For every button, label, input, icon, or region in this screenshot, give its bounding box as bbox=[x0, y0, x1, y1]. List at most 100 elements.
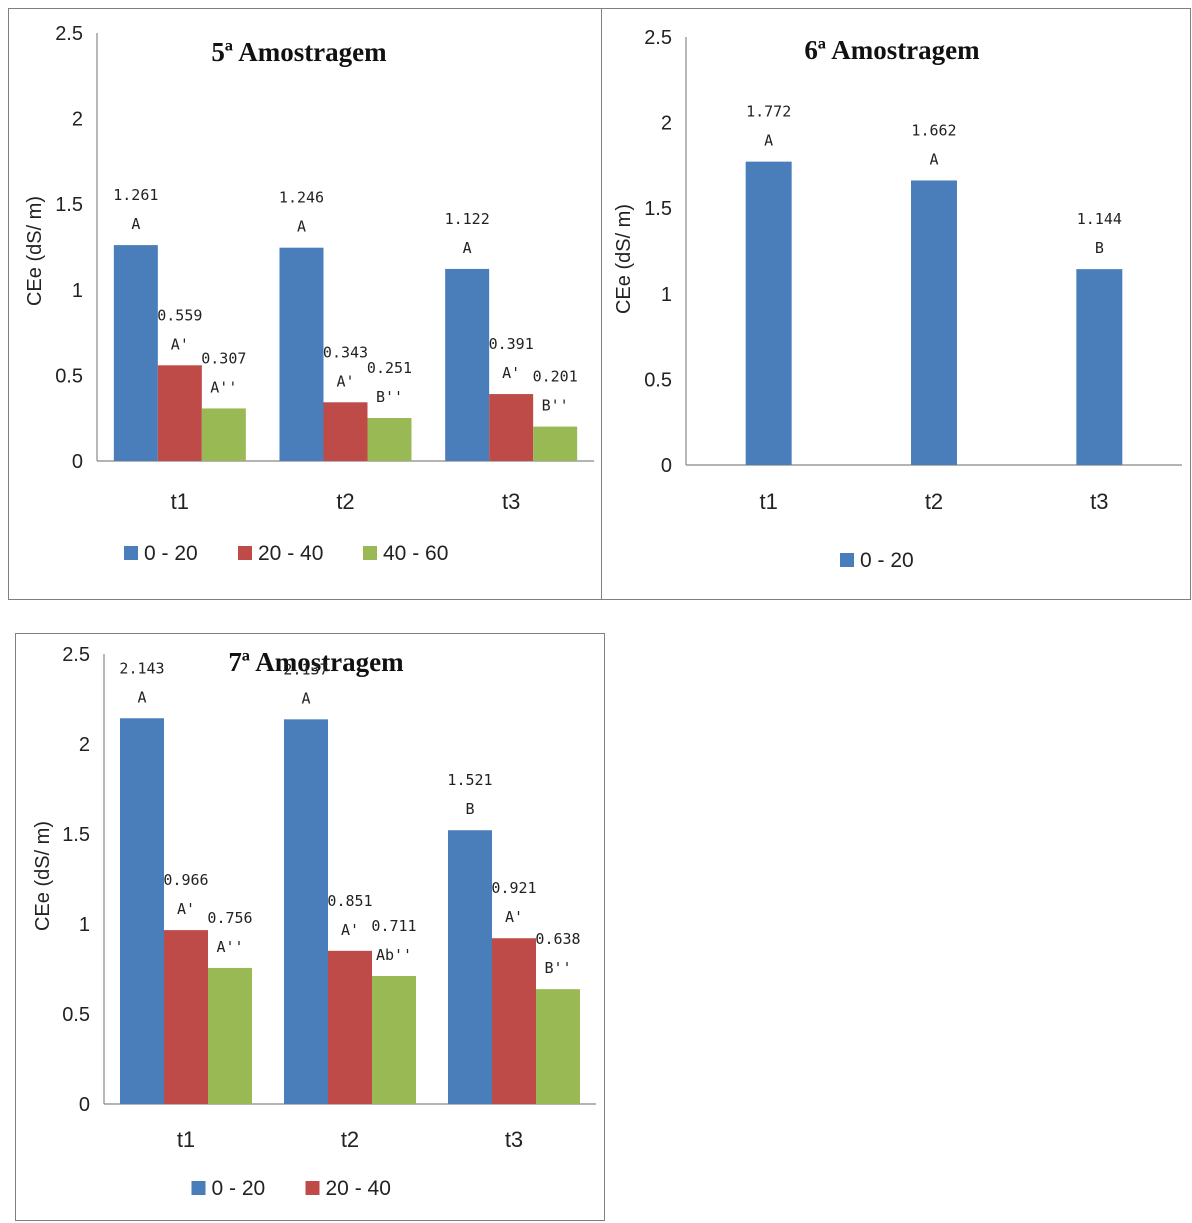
chart-panel-7: 7ª Amostragem CEe (dS/ m) 0 0.5 1 1.5 2 2.5 t1 t2… bbox=[15, 633, 605, 1221]
bar-0-20-t3 bbox=[445, 268, 490, 461]
chart-panel-5: 5ª Amostragem CEe (dS/ m) 0 0.5 1 1.5 2 2.5 t1 t2… bbox=[8, 8, 602, 600]
x-category-label: t3 bbox=[505, 1127, 523, 1152]
legend-label: 0 - 20 bbox=[860, 549, 914, 572]
chart-7-svg: 7ª Amostragem CEe (dS/ m) 0 0.5 1 1.5 2 2.5 t1 t2… bbox=[32, 644, 596, 1200]
data-label-value: 0.851 bbox=[327, 892, 372, 910]
legend-swatch bbox=[363, 546, 377, 560]
chart-title: 7ª Amostragem bbox=[228, 647, 404, 677]
y-tick-label: 1.5 bbox=[62, 824, 90, 846]
x-category-label: t3 bbox=[502, 489, 520, 514]
bar-0-20-t1 bbox=[745, 161, 792, 465]
data-label-letter: A' bbox=[336, 372, 354, 390]
data-label-letter: A bbox=[297, 218, 306, 236]
data-label-letter: A bbox=[137, 688, 146, 706]
x-category-label: t3 bbox=[1090, 489, 1108, 514]
data-label-letter: A' bbox=[177, 900, 195, 918]
bar-0-20-t1 bbox=[120, 718, 164, 1104]
data-label-value: 0.711 bbox=[371, 917, 416, 935]
x-category-label: t2 bbox=[925, 489, 943, 514]
legend-label: 0 - 20 bbox=[212, 1177, 266, 1200]
bar-0-20-t2 bbox=[284, 719, 328, 1104]
data-label-value: 1.261 bbox=[113, 186, 158, 204]
chart-panel-6: 6ª Amostragem CEe (dS/ m) 0 0.5 1 1.5 2 2.5 t1 t2… bbox=[601, 8, 1191, 600]
data-label-value: 1.521 bbox=[447, 771, 492, 789]
data-label-letter: A bbox=[301, 689, 310, 707]
data-label-value: 1.772 bbox=[746, 103, 791, 121]
y-tick-label: 2 bbox=[661, 113, 672, 135]
bar-0-20-t3 bbox=[1076, 269, 1123, 465]
data-label-letter: B bbox=[1095, 239, 1104, 257]
legend-label: 20 - 40 bbox=[258, 542, 323, 565]
data-label-letter: A' bbox=[171, 335, 189, 353]
data-label-letter: A bbox=[764, 132, 773, 150]
data-label-letter: Ab'' bbox=[376, 946, 412, 964]
data-label-letter: A' bbox=[341, 921, 359, 939]
y-tick-label: 2 bbox=[72, 109, 83, 131]
data-label-letter: B'' bbox=[376, 388, 403, 406]
x-category-label: t2 bbox=[336, 489, 354, 514]
bar-20-40-t3 bbox=[489, 394, 534, 461]
data-label-letter: A bbox=[131, 215, 140, 233]
data-label-value: 1.662 bbox=[911, 121, 956, 139]
data-label-value: 1.144 bbox=[1077, 210, 1122, 228]
data-label-value: 0.343 bbox=[323, 343, 368, 361]
x-category-label: t1 bbox=[171, 489, 189, 514]
data-label-letter: A bbox=[463, 239, 472, 257]
data-label-value: 0.921 bbox=[491, 879, 536, 897]
bar-s2-t3 bbox=[536, 989, 580, 1104]
data-label-letter: B'' bbox=[544, 959, 571, 977]
chart-title: 6ª Amostragem bbox=[804, 35, 980, 65]
data-label-value: 1.246 bbox=[279, 189, 324, 207]
data-label-letter: B bbox=[465, 800, 474, 818]
x-category-label: t1 bbox=[759, 489, 777, 514]
data-label-letter: A bbox=[929, 150, 938, 168]
y-tick-label: 2 bbox=[79, 734, 90, 756]
data-label-letter: A' bbox=[502, 364, 520, 382]
legend-swatch bbox=[238, 546, 252, 560]
bar-20-40-t1 bbox=[157, 365, 202, 461]
data-label-letter: A'' bbox=[210, 378, 237, 396]
y-tick-label: 0.5 bbox=[644, 369, 672, 391]
data-label-value: 2.137 bbox=[283, 660, 328, 678]
data-label-value: 0.638 bbox=[535, 930, 580, 948]
data-label-letter: A' bbox=[505, 908, 523, 926]
y-tick-label: 1 bbox=[72, 280, 83, 302]
chart-title: 5ª Amostragem bbox=[211, 37, 387, 67]
y-tick-label: 0.5 bbox=[55, 365, 83, 387]
y-tick-label: 1.5 bbox=[644, 198, 672, 220]
y-tick-label: 2.5 bbox=[62, 644, 90, 666]
data-label-value: 0.201 bbox=[533, 368, 578, 386]
data-label-value: 0.966 bbox=[163, 871, 208, 889]
y-tick-label: 1 bbox=[661, 284, 672, 306]
data-label-value: 0.391 bbox=[489, 335, 534, 353]
y-tick-label: 0 bbox=[79, 1094, 90, 1116]
chart-6-svg: 6ª Amostragem CEe (dS/ m) 0 0.5 1 1.5 2 2.5 t1 t2… bbox=[613, 27, 1182, 572]
data-label-value: 1.122 bbox=[445, 210, 490, 228]
bar-0-20-t2 bbox=[911, 180, 957, 465]
bar-40-60-t3 bbox=[533, 426, 578, 461]
x-category-label: t1 bbox=[177, 1127, 195, 1152]
legend-swatch bbox=[124, 546, 138, 560]
y-axis-label: CEe (dS/ m) bbox=[613, 204, 635, 314]
y-tick-label: 2.5 bbox=[644, 27, 672, 49]
data-label-letter: A'' bbox=[216, 938, 243, 956]
data-label-value: 0.251 bbox=[367, 359, 412, 377]
bar-20-40-t2 bbox=[323, 402, 368, 461]
bar-20-40-t1 bbox=[164, 930, 208, 1104]
bar-s2-t1 bbox=[208, 967, 252, 1104]
legend-label: 40 - 60 bbox=[383, 542, 448, 565]
data-label-value: 0.756 bbox=[207, 909, 252, 927]
legend-swatch bbox=[191, 1181, 206, 1195]
bar-s2-t2 bbox=[372, 976, 416, 1104]
legend-label: 0 - 20 bbox=[144, 542, 198, 565]
x-category-label: t2 bbox=[341, 1127, 359, 1152]
y-tick-label: 0.5 bbox=[62, 1004, 90, 1026]
legend-swatch bbox=[840, 553, 854, 567]
bar-20-40-t3 bbox=[492, 938, 536, 1104]
data-label-value: 0.559 bbox=[157, 306, 202, 324]
data-label-letter: B'' bbox=[542, 397, 569, 415]
bar-40-60-t1 bbox=[201, 408, 246, 461]
y-tick-label: 1.5 bbox=[55, 194, 83, 216]
bar-40-60-t2 bbox=[367, 418, 412, 461]
legend-label: 20 - 40 bbox=[326, 1177, 391, 1200]
